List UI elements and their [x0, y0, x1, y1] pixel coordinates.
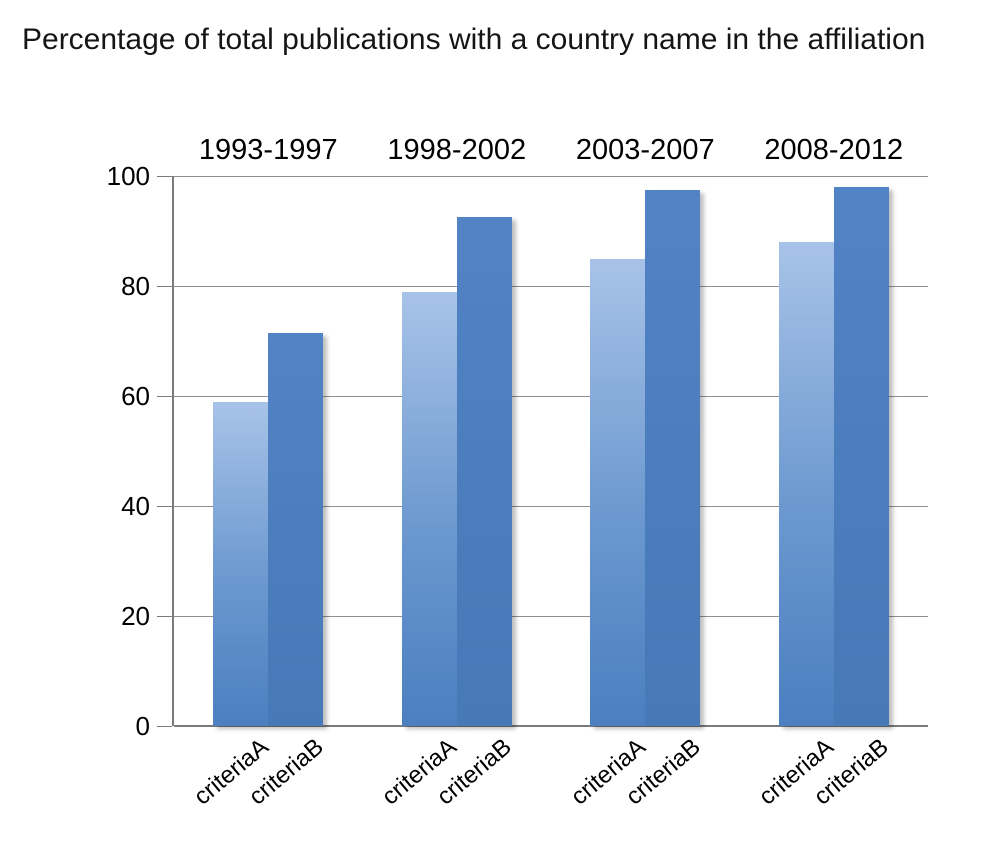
gridline-60 — [174, 395, 928, 397]
gridline-0 — [174, 725, 928, 727]
y-tick-label: 40 — [121, 491, 150, 521]
group-label: 2003-2007 — [575, 134, 715, 166]
group-label: 1993-1997 — [198, 134, 338, 166]
bar-criteriaA-1993-1997 — [213, 401, 269, 726]
bar-criteriaB-1998-2002 — [456, 217, 512, 726]
plot-area: 0 20 40 60 80 100 1993-1997 criteriaA criteriaB 1… — [107, 134, 928, 811]
gridline-100 — [174, 175, 928, 177]
y-axis-tick — [157, 175, 172, 177]
y-axis-tick — [157, 725, 172, 727]
bar-criteriaA-1998-2002 — [401, 291, 457, 726]
group-label: 1998-2002 — [387, 134, 527, 166]
y-axis-tick — [157, 505, 172, 507]
bar-criteriaB-1993-1997 — [268, 332, 324, 726]
bar-criteriaB-2003-2007 — [645, 189, 701, 726]
gridline-20 — [174, 615, 928, 617]
bar-criteriaA-2003-2007 — [590, 258, 646, 726]
group-label: 2008-2012 — [764, 134, 904, 166]
gridline-80 — [174, 285, 928, 287]
y-tick-label: 60 — [121, 381, 150, 411]
y-tick-label: 80 — [121, 271, 150, 301]
y-axis-tick — [157, 615, 172, 617]
y-tick-label: 100 — [106, 161, 150, 191]
bar-criteriaB-2008-2012 — [833, 187, 889, 726]
y-tick-label: 0 — [135, 711, 150, 741]
y-tick-label: 20 — [121, 601, 150, 631]
y-axis-tick — [157, 395, 172, 397]
bar-criteriaA-2008-2012 — [778, 242, 834, 726]
chart-title: Percentage of total publications with a … — [22, 23, 926, 56]
gridline-40 — [174, 505, 928, 507]
y-axis-tick — [157, 285, 172, 287]
